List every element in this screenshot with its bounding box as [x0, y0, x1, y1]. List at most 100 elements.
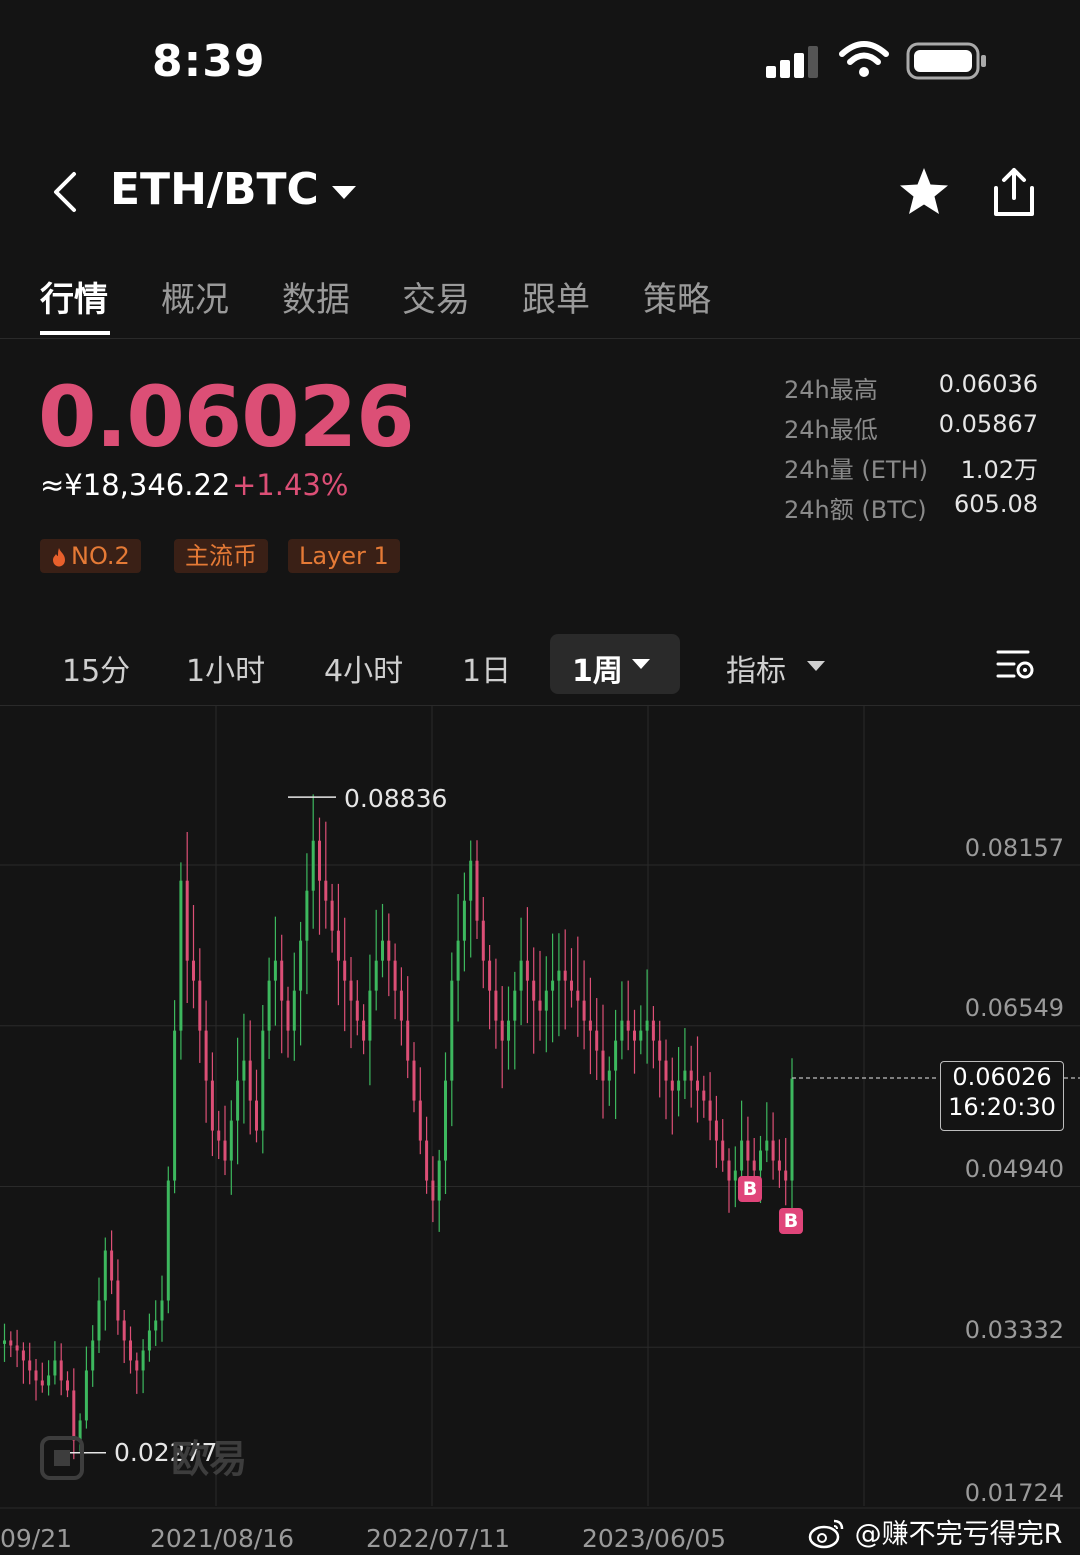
- candle-body: [324, 880, 328, 901]
- candle-body: [544, 990, 548, 1011]
- timeframe-4h[interactable]: 4小时: [324, 654, 404, 689]
- fire-icon: [53, 548, 65, 567]
- candle-body: [557, 970, 561, 981]
- buy-marker[interactable]: B: [738, 1176, 762, 1202]
- timeframe-1w[interactable]: 1周: [572, 654, 623, 689]
- candle-body: [620, 1020, 624, 1041]
- candle-body: [721, 1140, 725, 1161]
- candle-body: [576, 990, 580, 1001]
- back-icon[interactable]: [48, 170, 80, 214]
- candle-body: [286, 1000, 290, 1031]
- timeframe-15m[interactable]: 15分: [62, 654, 131, 689]
- pair-title[interactable]: ETH/BTC: [110, 164, 319, 215]
- candle-body: [450, 980, 454, 1081]
- share-icon[interactable]: [990, 166, 1038, 218]
- current-price-value: 0.06026: [952, 1063, 1052, 1091]
- candle-body: [677, 1080, 681, 1091]
- candle-body: [790, 1078, 794, 1181]
- candle-body: [21, 1350, 25, 1361]
- timeframe-1h[interactable]: 1小时: [186, 654, 266, 689]
- candle-body: [607, 1070, 611, 1081]
- x-tick-label: 2022/07/11: [366, 1524, 511, 1553]
- favorite-star-icon[interactable]: [898, 166, 950, 218]
- candle-body: [746, 1140, 750, 1161]
- candle-body: [387, 940, 391, 961]
- candle-body: [110, 1250, 114, 1281]
- candle-body: [664, 1060, 668, 1081]
- candle-body: [336, 930, 340, 961]
- tab-strategy[interactable]: 策略: [643, 280, 711, 320]
- chart-settings-icon[interactable]: [996, 648, 1036, 684]
- divider: [0, 705, 1080, 706]
- chevron-down-icon[interactable]: [632, 658, 650, 670]
- candle-body: [305, 890, 309, 941]
- x-tick-label: 2023/06/05: [582, 1524, 727, 1553]
- candlestick-chart[interactable]: [0, 706, 1080, 1555]
- candle-body: [708, 1100, 712, 1121]
- candle-body: [513, 990, 517, 1021]
- candle-body: [784, 1170, 788, 1181]
- candle-countdown: 16:20:30: [948, 1093, 1056, 1121]
- category-tag[interactable]: 主流币: [174, 539, 268, 573]
- candle-body: [475, 860, 479, 921]
- indicator-button[interactable]: 指标: [726, 654, 786, 689]
- candle-body: [343, 960, 347, 981]
- layer-tag[interactable]: Layer 1: [288, 539, 400, 573]
- tab-overview[interactable]: 概况: [161, 280, 229, 320]
- candle-body: [399, 990, 403, 1021]
- watermark: 欧易: [40, 1428, 247, 1483]
- low-label: 0.02277: [114, 1438, 218, 1467]
- chevron-down-icon[interactable]: [807, 660, 825, 672]
- candle-body: [777, 1160, 781, 1171]
- tab-market[interactable]: 行情: [40, 280, 108, 320]
- timeframe-1d[interactable]: 1日: [462, 654, 512, 689]
- timeframe-selected-bg: [550, 634, 680, 694]
- weibo-icon: [808, 1519, 844, 1549]
- candle-body: [185, 880, 189, 961]
- battery-icon: [906, 42, 986, 80]
- candle-body: [192, 960, 195, 981]
- candle-body: [696, 1080, 699, 1091]
- y-tick-label: 0.06549: [964, 994, 1064, 1022]
- x-tick-label: 09/21: [0, 1524, 73, 1553]
- candle-body: [217, 1130, 221, 1141]
- candle-body: [651, 1020, 655, 1041]
- candle-body: [160, 1300, 164, 1321]
- chevron-down-icon[interactable]: [332, 184, 356, 200]
- candle-body: [15, 1345, 19, 1351]
- candle-body: [248, 1060, 252, 1101]
- tab-data[interactable]: 数据: [282, 280, 350, 320]
- tab-copy-trading[interactable]: 跟单: [522, 280, 590, 320]
- candle-body: [349, 980, 353, 1001]
- stat-high-label: 24h最高: [784, 376, 878, 404]
- candle-body: [431, 1180, 435, 1201]
- buy-marker[interactable]: B: [779, 1208, 803, 1234]
- candle-body: [563, 970, 567, 981]
- candle-body: [645, 1020, 649, 1031]
- candle-body: [425, 1140, 429, 1181]
- x-tick-label: 2021/08/16: [150, 1524, 295, 1553]
- tab-trade[interactable]: 交易: [402, 280, 470, 320]
- candle-body: [639, 1030, 643, 1041]
- candle-body: [173, 1030, 177, 1181]
- candle-body: [97, 1300, 101, 1341]
- candle-body: [242, 1060, 246, 1081]
- price-cny: ≈¥18,346.22: [40, 468, 231, 502]
- weibo-watermark: @赚不完亏得完R: [808, 1512, 1062, 1551]
- high-label: 0.08836: [344, 784, 448, 813]
- candle-body: [330, 900, 334, 931]
- stat-low-value: 0.05867: [938, 410, 1038, 438]
- candle-body: [198, 980, 202, 1031]
- candle-body: [740, 1140, 744, 1171]
- candle-body: [147, 1330, 151, 1351]
- candle-body: [519, 960, 523, 991]
- candle-body: [261, 1030, 265, 1131]
- candle-body: [311, 840, 315, 891]
- candle-body: [702, 1090, 706, 1101]
- candle-body: [236, 1080, 240, 1121]
- last-price: 0.06026: [38, 368, 415, 466]
- candle-body: [525, 960, 529, 981]
- rank-tag[interactable]: NO.2: [40, 539, 141, 573]
- candle-body: [368, 990, 372, 1041]
- candle-body: [273, 960, 277, 981]
